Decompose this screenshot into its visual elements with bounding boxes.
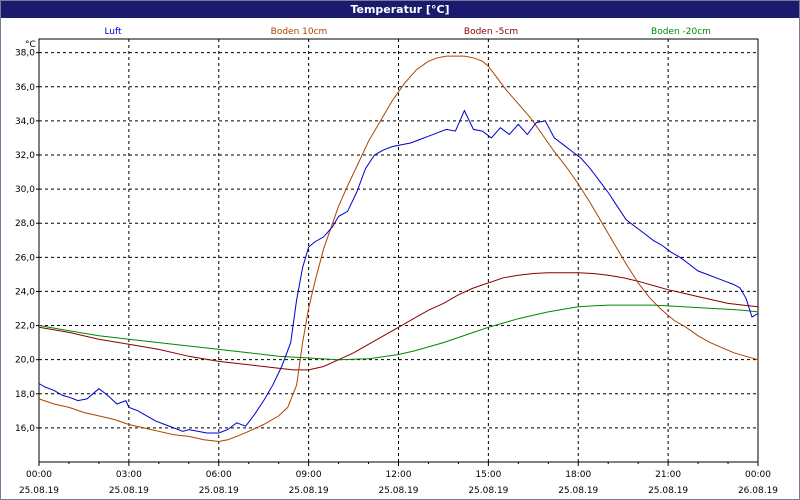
x-tick-time: 00:00: [26, 470, 52, 480]
x-tick-time: 12:00: [386, 470, 412, 480]
y-axis-unit: °C: [25, 40, 36, 50]
x-tick-time: 18:00: [565, 470, 591, 480]
y-tick-label: 18,0: [15, 390, 35, 400]
y-tick-label: 20,0: [15, 356, 35, 366]
x-tick-time: 03:00: [116, 470, 142, 480]
series-line-3: [38, 304, 759, 361]
x-tick-date: 26.08.19: [738, 486, 778, 496]
x-tick-date: 25.08.19: [199, 486, 239, 496]
x-tick-time: 00:00: [745, 470, 771, 480]
y-tick-label: 36,0: [15, 83, 35, 93]
y-tick-label: 28,0: [15, 219, 35, 229]
series-line-1: [38, 55, 759, 443]
series-line-2: [38, 272, 759, 371]
legend-entry: Boden 10cm: [271, 27, 328, 37]
y-tick-label: 22,0: [15, 322, 35, 332]
legend-entry: Boden -20cm: [651, 27, 711, 37]
y-tick-label: 32,0: [15, 151, 35, 161]
legend-entry: Luft: [104, 27, 122, 37]
x-tick-date: 25.08.19: [648, 486, 688, 496]
y-tick-label: 38,0: [15, 49, 35, 59]
x-tick-time: 21:00: [655, 470, 681, 480]
series-line-0: [38, 109, 759, 434]
legend-entry: Boden -5cm: [464, 27, 518, 37]
window-title: Temperatur [°C]: [1, 1, 799, 18]
y-tick-label: 30,0: [15, 185, 35, 195]
y-tick-label: 16,0: [15, 424, 35, 434]
x-tick-date: 25.08.19: [468, 486, 508, 496]
x-tick-date: 25.08.19: [19, 486, 59, 496]
y-tick-label: 34,0: [15, 117, 35, 127]
x-tick-date: 25.08.19: [109, 486, 149, 496]
x-tick-time: 06:00: [206, 470, 232, 480]
x-tick-date: 25.08.19: [378, 486, 418, 496]
x-tick-date: 25.08.19: [289, 486, 329, 496]
x-tick-time: 15:00: [475, 470, 501, 480]
y-tick-label: 24,0: [15, 287, 35, 297]
x-tick-time: 09:00: [296, 470, 322, 480]
x-tick-date: 25.08.19: [558, 486, 598, 496]
y-tick-label: 26,0: [15, 253, 35, 263]
